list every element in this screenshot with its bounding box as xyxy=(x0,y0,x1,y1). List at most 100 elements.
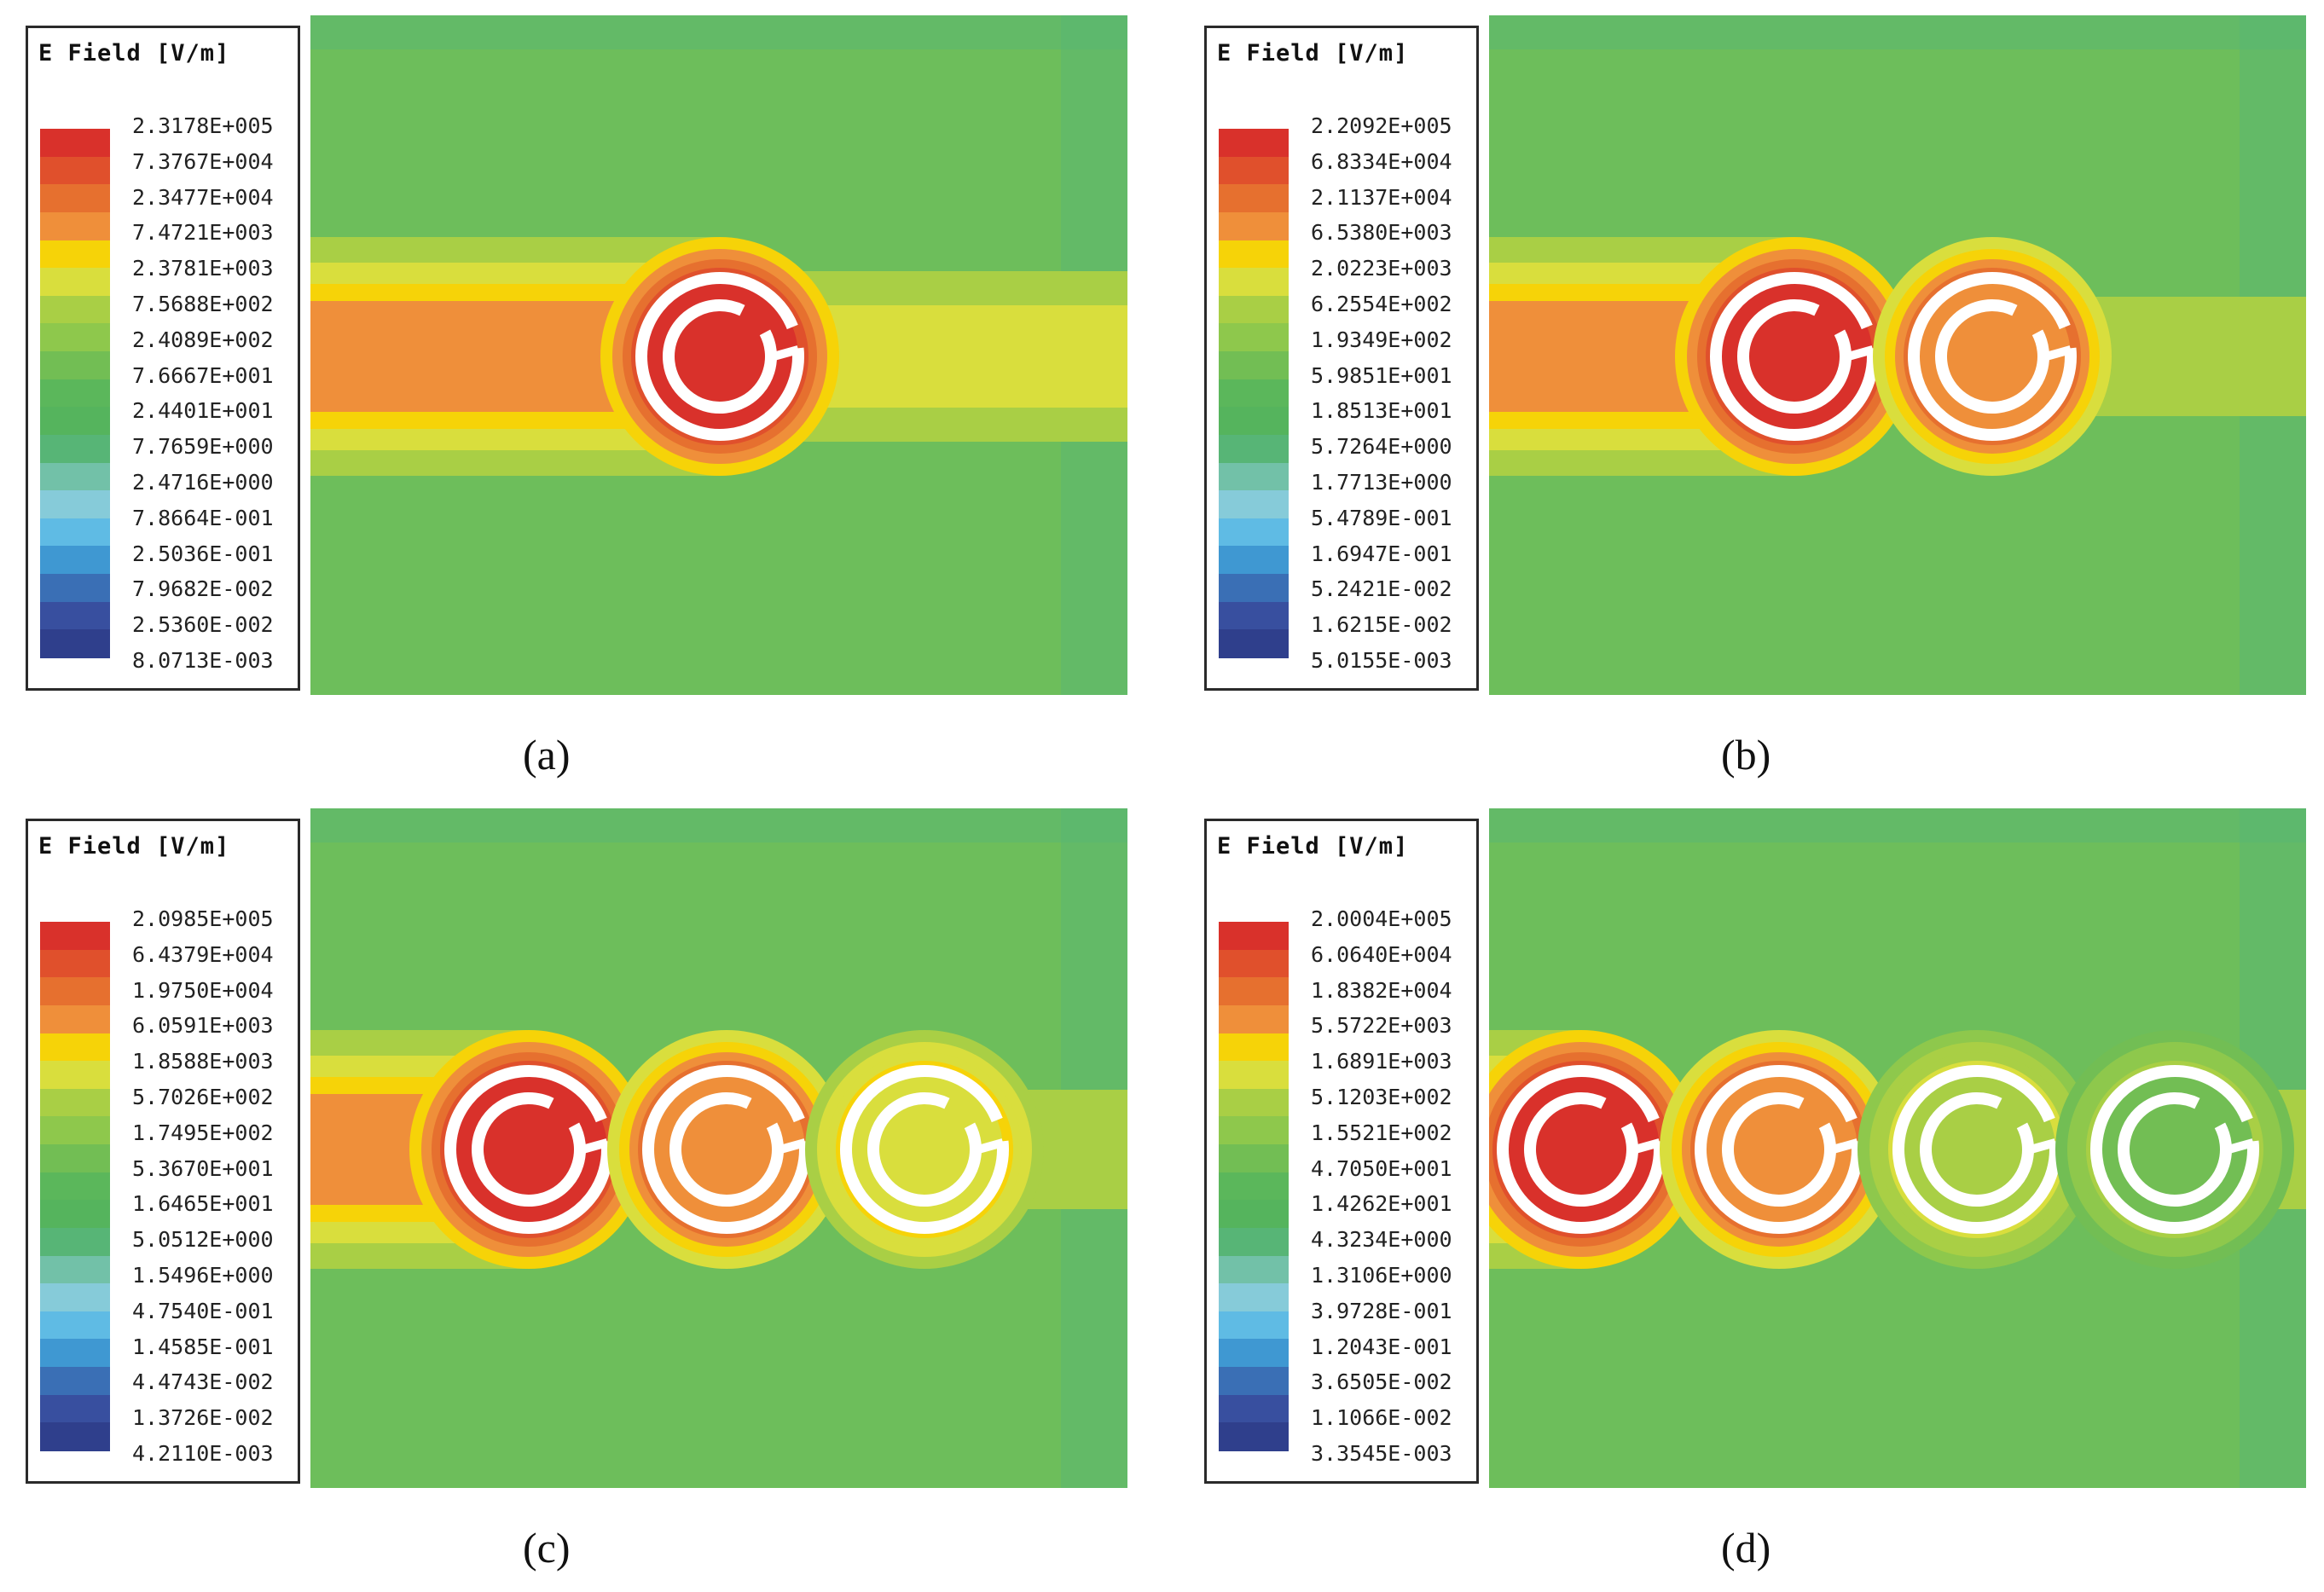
color-swatch xyxy=(40,1227,110,1257)
field-plot xyxy=(310,808,1127,1488)
legend-tick-label: 4.7050E+001 xyxy=(1311,1155,1452,1181)
color-legend: E Field [V/m] 2.0985E+005 6.4379E+004 1.975… xyxy=(26,819,300,1484)
legend-tick-label: 2.2092E+005 xyxy=(1311,113,1452,138)
ring-gap xyxy=(1825,1138,1859,1155)
color-swatch xyxy=(1219,629,1289,658)
ring-gap xyxy=(575,1138,609,1155)
color-swatch xyxy=(1219,1061,1289,1090)
panel-caption: (d) xyxy=(1721,1524,1771,1572)
legend-tick-label: 5.0155E-003 xyxy=(1311,648,1452,673)
legend-tick-label: 1.3726E-002 xyxy=(132,1405,274,1431)
field-map-svg xyxy=(310,15,1127,695)
legend-tick-label: 2.3477E+004 xyxy=(132,184,274,210)
field-map-svg xyxy=(1489,808,2306,1488)
color-swatch xyxy=(1219,1422,1289,1451)
color-swatch xyxy=(40,1422,110,1451)
legend-tick-label: 1.6891E+003 xyxy=(1311,1049,1452,1074)
field-region xyxy=(1489,808,2306,842)
legend-tick-label: 2.0223E+003 xyxy=(1311,256,1452,281)
color-swatch xyxy=(1219,1004,1289,1034)
field-map-svg xyxy=(310,808,1127,1488)
color-legend: E Field [V/m] 2.2092E+005 6.8334E+004 2.113… xyxy=(1204,26,1479,691)
legend-tick-label: 1.3106E+000 xyxy=(1311,1263,1452,1288)
split-ring-inner xyxy=(663,299,777,414)
color-swatch xyxy=(40,184,110,213)
color-swatch xyxy=(40,490,110,519)
legend-tick-label: 7.6667E+001 xyxy=(132,362,274,388)
legend-tick-label: 1.4262E+001 xyxy=(1311,1191,1452,1217)
color-swatch xyxy=(1219,1339,1289,1368)
legend-tick-label: 1.8513E+001 xyxy=(1311,398,1452,424)
legend-tick-label: 6.8334E+004 xyxy=(1311,148,1452,174)
color-swatch xyxy=(40,601,110,630)
color-swatch xyxy=(40,268,110,297)
legend-tick-label: 7.4721E+003 xyxy=(132,220,274,246)
legend-tick-label: 2.5036E-001 xyxy=(132,541,274,566)
ring-gap xyxy=(1840,345,1875,362)
color-swatch xyxy=(1219,407,1289,436)
legend-tick-label: 2.4716E+000 xyxy=(132,470,274,495)
color-swatch xyxy=(1219,1255,1289,1284)
color-swatch xyxy=(40,1394,110,1423)
legend-tick-label: 2.3781E+003 xyxy=(132,256,274,281)
legend-tick-label: 2.5360E-002 xyxy=(132,612,274,638)
field-map-svg xyxy=(1489,15,2306,695)
legend-tick-label: 5.5722E+003 xyxy=(1311,1013,1452,1039)
color-swatch xyxy=(40,462,110,491)
panel-caption: (c) xyxy=(523,1524,571,1572)
legend-tick-label: 7.3767E+004 xyxy=(132,148,274,174)
color-swatch xyxy=(40,407,110,436)
legend-tick-label: 1.6947E-001 xyxy=(1311,541,1452,566)
legend-title: E Field [V/m] xyxy=(38,40,230,67)
color-swatch xyxy=(40,518,110,547)
legend-tick-label: 5.2421E-002 xyxy=(1311,576,1452,602)
color-swatch xyxy=(40,240,110,269)
legend-tick-label: 1.6465E+001 xyxy=(132,1191,274,1217)
color-swatch xyxy=(40,379,110,408)
color-swatch xyxy=(1219,546,1289,575)
legend-tick-label: 1.9349E+002 xyxy=(1311,327,1452,352)
color-swatch xyxy=(40,922,110,951)
color-swatch xyxy=(1219,211,1289,241)
ring-gap xyxy=(2221,1138,2255,1155)
color-swatch xyxy=(1219,1172,1289,1201)
color-swatch xyxy=(1219,156,1289,185)
color-swatch xyxy=(1219,574,1289,603)
field-plot xyxy=(310,15,1127,695)
color-swatch xyxy=(1219,1311,1289,1340)
ring-gap xyxy=(766,345,800,362)
color-swatch xyxy=(40,1116,110,1145)
color-swatch xyxy=(1219,1283,1289,1312)
legend-tick-label: 3.6505E-002 xyxy=(1311,1369,1452,1395)
legend-tick-label: 7.8664E-001 xyxy=(132,505,274,530)
color-swatch xyxy=(40,1033,110,1062)
legend-tick-label: 6.2554E+002 xyxy=(1311,292,1452,316)
legend-tick-label: 1.4585E-001 xyxy=(132,1334,274,1359)
legend-tick-label: 7.5688E+002 xyxy=(132,292,274,316)
color-swatch xyxy=(40,1004,110,1034)
legend-tick-label: 2.0985E+005 xyxy=(132,906,274,931)
field-region xyxy=(310,15,1127,49)
legend-tick-label: 7.9682E-002 xyxy=(132,576,274,602)
color-swatch xyxy=(40,156,110,185)
color-swatch xyxy=(40,546,110,575)
ring-gap xyxy=(773,1138,807,1155)
color-swatch xyxy=(1219,977,1289,1006)
color-swatch xyxy=(1219,601,1289,630)
color-swatch xyxy=(1219,1033,1289,1062)
color-swatch xyxy=(1219,1144,1289,1173)
color-swatch xyxy=(1219,295,1289,324)
color-swatch xyxy=(1219,1227,1289,1257)
color-swatch xyxy=(40,1283,110,1312)
color-swatch xyxy=(1219,1088,1289,1117)
color-swatch xyxy=(40,629,110,658)
color-swatch xyxy=(1219,268,1289,297)
legend-tick-label: 2.4401E+001 xyxy=(132,398,274,424)
ring-gap xyxy=(2038,345,2072,362)
color-swatch xyxy=(1219,379,1289,408)
color-swatch xyxy=(40,1311,110,1340)
legend-tick-label: 1.1066E-002 xyxy=(1311,1405,1452,1431)
color-legend: E Field [V/m] 2.3178E+005 7.3767E+004 2.347… xyxy=(26,26,300,691)
field-plot xyxy=(1489,808,2306,1488)
color-swatch xyxy=(40,1367,110,1396)
